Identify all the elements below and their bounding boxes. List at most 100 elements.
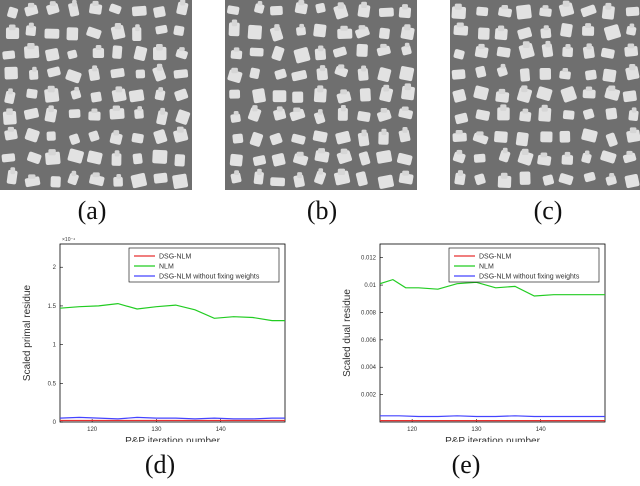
blob bbox=[131, 132, 144, 144]
x-tick-label: 140 bbox=[536, 427, 547, 433]
blob bbox=[622, 152, 637, 164]
blob bbox=[498, 150, 511, 163]
blob bbox=[583, 171, 596, 183]
blob bbox=[600, 47, 615, 59]
x-tick-label: 140 bbox=[216, 427, 227, 433]
blob bbox=[293, 47, 311, 64]
blob bbox=[252, 88, 266, 104]
blob bbox=[45, 151, 61, 165]
blob bbox=[312, 130, 328, 143]
y-tick-label: 2 bbox=[53, 265, 57, 271]
blob bbox=[109, 3, 122, 15]
blob-lobe bbox=[114, 150, 120, 157]
y-scale-label: ×10⁻⁴ bbox=[62, 237, 75, 243]
blob-lobe bbox=[92, 172, 100, 178]
blob-lobe bbox=[358, 25, 366, 30]
blob bbox=[271, 153, 286, 167]
blob bbox=[249, 67, 260, 79]
blob-lobe bbox=[404, 83, 412, 91]
blob-lobe bbox=[361, 65, 367, 72]
blob-lobe bbox=[8, 24, 16, 31]
blob bbox=[562, 46, 574, 58]
blob bbox=[605, 107, 618, 120]
blob bbox=[289, 108, 306, 122]
blob-lobe bbox=[562, 68, 569, 73]
blob-lobe bbox=[457, 170, 463, 176]
blob bbox=[247, 107, 262, 122]
blob bbox=[232, 133, 244, 144]
blob bbox=[68, 2, 80, 17]
blob-lobe bbox=[160, 107, 166, 115]
blob bbox=[154, 89, 166, 101]
y-tick-label: 0.012 bbox=[361, 256, 377, 262]
y-axis-label: Scaled primal residue bbox=[22, 284, 33, 381]
blob bbox=[333, 4, 349, 20]
blob-lobe bbox=[456, 149, 463, 155]
blob bbox=[174, 88, 189, 102]
blob bbox=[377, 67, 392, 82]
blob bbox=[153, 46, 167, 61]
blob bbox=[452, 151, 466, 164]
blob bbox=[537, 154, 552, 166]
y-tick-label: 0.008 bbox=[361, 310, 377, 316]
blob bbox=[67, 148, 84, 164]
blob-lobe bbox=[456, 22, 464, 28]
blob-lobe bbox=[116, 173, 122, 179]
blob bbox=[337, 28, 353, 39]
caption-a: (a) bbox=[77, 196, 107, 225]
blob-lobe bbox=[584, 150, 590, 156]
blob-lobe bbox=[49, 1, 56, 6]
blob-lobe bbox=[231, 19, 238, 27]
blob-lobe bbox=[319, 65, 326, 72]
blob bbox=[294, 2, 308, 15]
blob bbox=[358, 151, 371, 166]
y-tick-label: 0.01 bbox=[364, 283, 376, 289]
blob bbox=[47, 66, 61, 78]
blob-lobe bbox=[609, 173, 615, 178]
chart-primal-residue: 120 130 140 0 0.5 1 1.5 2 ×10⁻⁴ DSG-NLM NLM DSG-NLM… bbox=[22, 237, 286, 442]
blob bbox=[26, 88, 38, 99]
blob bbox=[376, 150, 393, 164]
blob-lobe bbox=[296, 151, 304, 157]
blob bbox=[355, 171, 368, 187]
blob bbox=[70, 89, 82, 100]
blob bbox=[377, 174, 394, 189]
blob bbox=[600, 150, 617, 164]
blob-lobe bbox=[317, 85, 324, 93]
blob-lobe bbox=[502, 147, 508, 154]
blob-lobe bbox=[608, 85, 616, 92]
blob-lobe bbox=[48, 105, 54, 113]
blob bbox=[376, 109, 392, 122]
blob bbox=[539, 7, 552, 17]
blob bbox=[560, 86, 577, 103]
blob-lobe bbox=[562, 0, 570, 7]
blob-lobe bbox=[545, 40, 551, 48]
blob bbox=[536, 86, 553, 101]
blob bbox=[50, 176, 61, 188]
blob bbox=[336, 150, 353, 165]
blob bbox=[624, 46, 639, 57]
blob bbox=[2, 50, 16, 60]
blob-lobe bbox=[340, 89, 347, 95]
series-line-2 bbox=[59, 302, 285, 322]
blob bbox=[540, 131, 553, 143]
blob-lobe bbox=[541, 104, 548, 112]
blob bbox=[559, 70, 571, 80]
blob-lobe bbox=[497, 25, 505, 32]
blob bbox=[110, 25, 126, 40]
blob bbox=[624, 173, 640, 189]
blob bbox=[155, 24, 168, 35]
blob bbox=[515, 131, 529, 147]
blob-lobe bbox=[540, 152, 548, 158]
blob bbox=[291, 133, 306, 145]
blob bbox=[229, 153, 243, 167]
blob bbox=[2, 111, 17, 125]
blob bbox=[172, 173, 189, 189]
blob-lobe bbox=[6, 108, 13, 115]
blob bbox=[582, 45, 595, 59]
blob bbox=[315, 3, 326, 14]
blob-lobe bbox=[381, 128, 387, 136]
blob bbox=[379, 86, 394, 103]
blob bbox=[356, 43, 368, 57]
blob bbox=[560, 23, 573, 38]
